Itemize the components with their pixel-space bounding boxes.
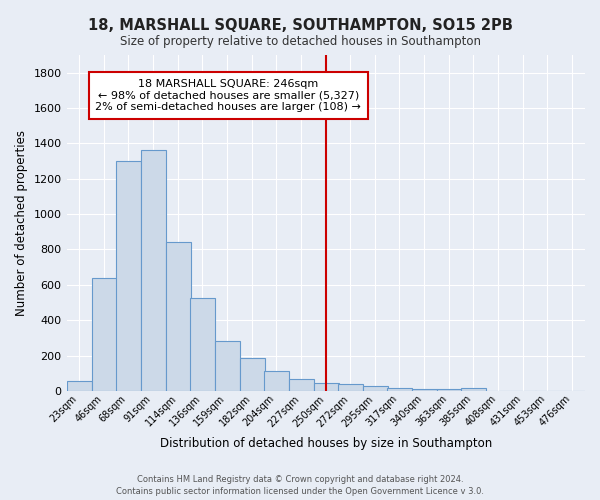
Text: Size of property relative to detached houses in Southampton: Size of property relative to detached ho… [119,35,481,48]
Bar [437,390,462,391]
Y-axis label: Number of detached properties: Number of detached properties [15,130,28,316]
Bar [289,378,314,391]
Bar [116,161,140,391]
Bar [67,381,92,391]
Bar [363,386,388,391]
Bar [387,388,412,391]
X-axis label: Distribution of detached houses by size in Southampton: Distribution of detached houses by size … [160,437,492,450]
Bar [166,242,191,391]
Bar [240,358,265,391]
Text: 18, MARSHALL SQUARE, SOUTHAMPTON, SO15 2PB: 18, MARSHALL SQUARE, SOUTHAMPTON, SO15 2… [88,18,512,32]
Text: 18 MARSHALL SQUARE: 246sqm
← 98% of detached houses are smaller (5,327)
2% of se: 18 MARSHALL SQUARE: 246sqm ← 98% of deta… [95,79,361,112]
Bar [461,388,486,391]
Text: Contains HM Land Registry data © Crown copyright and database right 2024.
Contai: Contains HM Land Registry data © Crown c… [116,475,484,496]
Bar [263,372,289,391]
Bar [140,150,166,391]
Bar [338,384,363,391]
Bar [92,278,116,391]
Bar [215,340,240,391]
Bar [190,298,215,391]
Bar [314,384,339,391]
Bar [412,389,437,391]
